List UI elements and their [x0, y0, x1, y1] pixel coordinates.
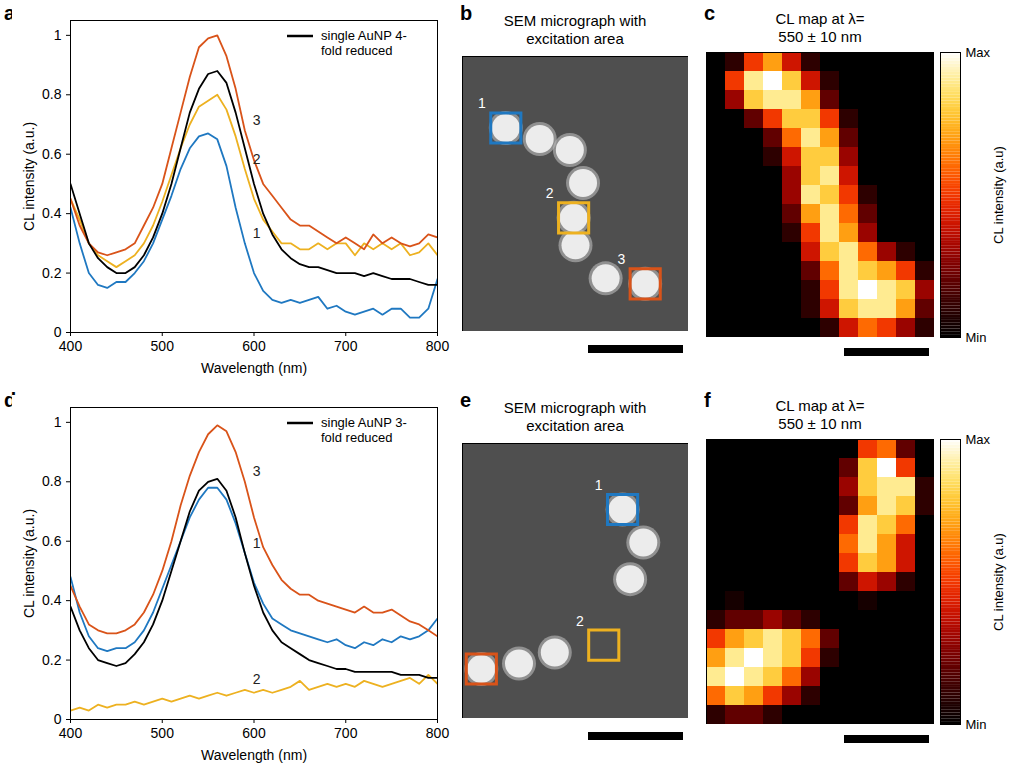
svg-text:800: 800	[426, 725, 450, 741]
svg-text:1: 1	[54, 414, 62, 430]
svg-text:800: 800	[426, 338, 450, 354]
svg-text:1: 1	[253, 535, 261, 551]
html-text:SEM micrograph with excitation: SEM micrograph with excitation area	[503, 12, 647, 47]
svg-text:600: 600	[242, 725, 266, 741]
svg-text:CL intensity (a.u): CL intensity (a.u)	[991, 533, 1006, 631]
svg-text:2: 2	[253, 151, 261, 167]
svg-text:2: 2	[253, 671, 261, 687]
svg-text:CL intensity (a.u.): CL intensity (a.u.)	[21, 122, 37, 231]
html-text:single AuNP 3-fold reduced: single AuNP 3-fold reduced	[321, 415, 407, 445]
svg-text:Min: Min	[966, 717, 987, 732]
html-text:CL map at λ= 550 ± 10 nm: CL map at λ= 550 ± 10 nm	[775, 10, 865, 45]
html-text:single AuNP 4-fold reduced: single AuNP 4-fold reduced	[321, 28, 407, 58]
svg-text:1: 1	[54, 27, 62, 43]
html-text:e: e	[460, 389, 472, 411]
svg-text:Max: Max	[966, 432, 991, 447]
svg-text:400: 400	[59, 725, 83, 741]
svg-text:0: 0	[53, 711, 62, 727]
svg-text:3: 3	[253, 463, 261, 479]
html-text:SEM micrograph with excitation: SEM micrograph with excitation area	[503, 399, 647, 434]
svg-text:500: 500	[151, 338, 175, 354]
svg-text:0.8: 0.8	[42, 473, 62, 489]
svg-text:0.2: 0.2	[42, 652, 62, 668]
svg-text:0.8: 0.8	[42, 86, 62, 102]
html-text:a: a	[4, 2, 16, 24]
svg-text:CL intensity (a.u.): CL intensity (a.u.)	[21, 509, 37, 618]
svg-text:0.2: 0.2	[42, 265, 62, 281]
svg-text:600: 600	[242, 338, 266, 354]
svg-text:Wavelength (nm): Wavelength (nm)	[201, 360, 307, 376]
svg-text:Min: Min	[966, 330, 987, 345]
svg-text:1: 1	[478, 95, 486, 111]
svg-text:0.6: 0.6	[42, 146, 62, 162]
html-text:f: f	[704, 389, 711, 411]
svg-text:CL intensity (a.u): CL intensity (a.u)	[991, 146, 1006, 244]
svg-text:1: 1	[595, 477, 603, 493]
svg-text:400: 400	[59, 338, 83, 354]
html-text:b: b	[460, 2, 473, 24]
html-text:d: d	[4, 389, 17, 411]
svg-text:Max: Max	[966, 45, 991, 60]
svg-text:0.6: 0.6	[42, 533, 62, 549]
svg-text:0.4: 0.4	[42, 205, 62, 221]
svg-text:2: 2	[546, 185, 554, 201]
svg-text:0.4: 0.4	[42, 592, 62, 608]
html-text:CL map at λ= 550 ± 10 nm: CL map at λ= 550 ± 10 nm	[775, 397, 865, 432]
svg-text:700: 700	[334, 338, 358, 354]
svg-text:0: 0	[53, 324, 62, 340]
svg-text:Wavelength (nm): Wavelength (nm)	[201, 747, 307, 763]
svg-text:700: 700	[334, 725, 358, 741]
svg-text:1: 1	[253, 225, 261, 241]
svg-text:3: 3	[617, 251, 625, 267]
svg-text:500: 500	[151, 725, 175, 741]
svg-text:2: 2	[576, 613, 584, 629]
svg-text:3: 3	[253, 112, 261, 128]
html-text:c: c	[704, 2, 716, 24]
